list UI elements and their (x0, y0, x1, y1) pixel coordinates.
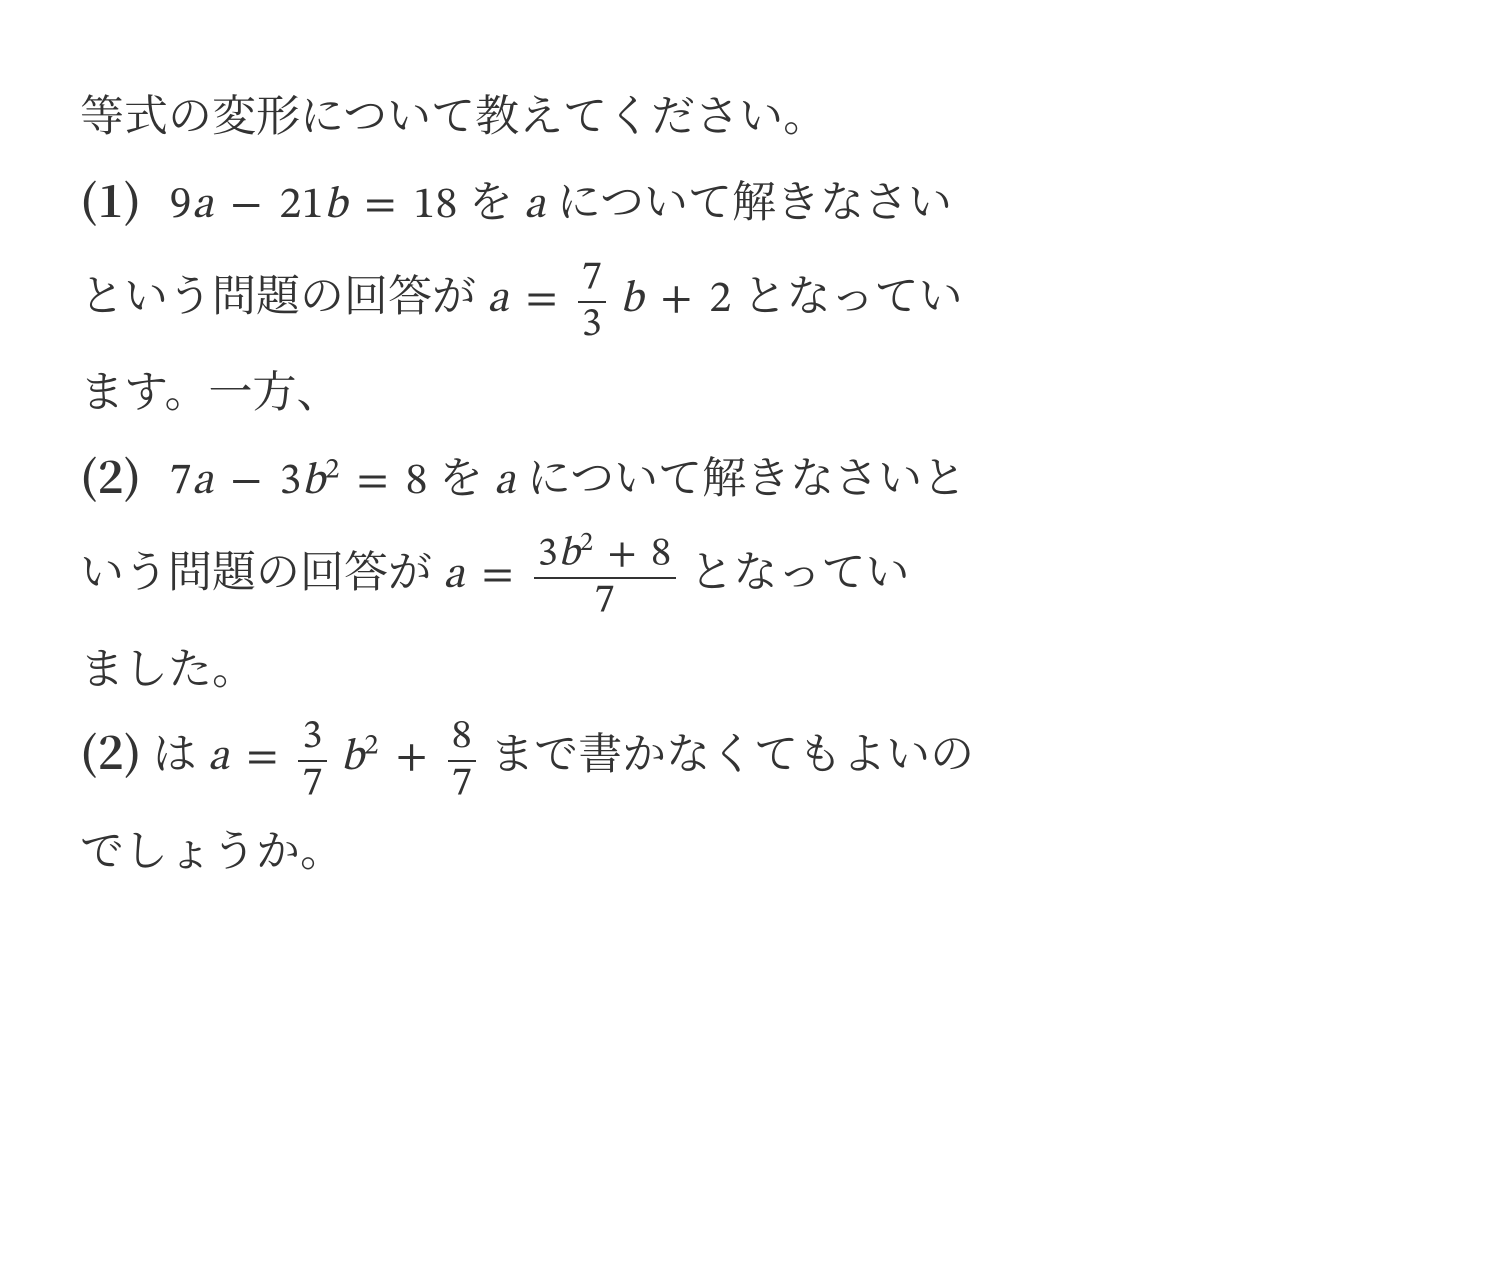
eq5-plus: + (390, 736, 434, 780)
frac-num: 7 (578, 257, 607, 301)
equation-5: a = 3 7 b2 + 8 7 (208, 736, 490, 780)
eq1-21: 21 (279, 184, 324, 228)
fn-8: 8 (651, 534, 672, 575)
text-line-8: (2) は a = 3 7 b2 + 8 7 まで書かなくてもよいの (80, 708, 1430, 805)
equation-1: 9a − 21b = 18 (170, 184, 469, 228)
fn-b: b (558, 534, 580, 575)
eq1-9: 9 (170, 184, 192, 228)
text: について解きなさいと (527, 442, 966, 506)
text-line-1: 等式の変形について教えてください。 (80, 70, 1430, 156)
text: という問題の回答が (80, 260, 487, 324)
text-line-6: いう問題の回答が a = 3b2 + 8 7 となってい (80, 526, 1430, 623)
item-label-2: (2) (80, 442, 141, 506)
eq1-minus: − (224, 184, 268, 228)
document-page: 等式の変形について教えてください。 (1) 9a − 21b = 18 を a … (0, 0, 1500, 951)
eq5-sup2: 2 (364, 732, 379, 761)
text: は (153, 718, 208, 782)
eq1-b: b (324, 184, 347, 228)
var-a-2: a (494, 460, 516, 504)
eq2-a: a (487, 278, 509, 322)
fraction-3-7: 3 7 (295, 716, 330, 805)
eq3-a: a (192, 460, 214, 504)
equation-3: 7a − 3b2 = 8 (170, 460, 439, 504)
frac-num: 8 (448, 716, 477, 760)
text-line-2: (1) 9a − 21b = 18 を a について解きなさい (80, 156, 1430, 250)
fraction-8-7: 8 7 (445, 716, 480, 805)
eq3-eq: = (351, 460, 395, 504)
eq3-sup2: 2 (325, 455, 340, 484)
item-label-1: (1) (80, 166, 141, 230)
eq4-a: a (443, 554, 465, 598)
text: について解きなさい (557, 166, 952, 230)
text-line-7: ました。 (80, 623, 1430, 709)
eq5-a: a (208, 736, 230, 780)
text: を (469, 166, 524, 230)
frac-num: 3 (298, 716, 327, 760)
text: まで書かなくてもよいの (490, 718, 974, 782)
eq5-b: b (341, 736, 364, 780)
eq3-3: 3 (279, 460, 301, 504)
frac-den: 3 (578, 301, 607, 347)
eq1-eq: = (358, 184, 402, 228)
eq2-b: b (620, 278, 643, 322)
eq3-minus: − (224, 460, 268, 504)
text: いう問題の回答が (80, 536, 443, 600)
fraction-7-3: 7 3 (575, 257, 610, 346)
text-line-5: (2) 7a − 3b2 = 8 を a について解きなさいと (80, 432, 1430, 526)
frac-den: 7 (298, 760, 327, 806)
text: となってい (743, 260, 963, 324)
eq1-18: 18 (413, 184, 458, 228)
eq4-eq: = (476, 554, 520, 598)
eq3-8: 8 (406, 460, 428, 504)
frac-den: 7 (534, 577, 676, 623)
equation-2: a = 7 3 b + 2 (487, 278, 742, 322)
frac-den: 7 (448, 760, 477, 806)
item-label-2b: (2) (80, 718, 141, 782)
equation-4: a = 3b2 + 8 7 (443, 554, 689, 598)
text-line-9: でしょうか。 (80, 805, 1430, 891)
fn-3: 3 (538, 534, 559, 575)
text-line-4: ます。一方、 (80, 346, 1430, 432)
fn-sup2: 2 (580, 531, 594, 557)
text: を (439, 442, 494, 506)
eq2-2: 2 (710, 278, 732, 322)
eq2-eq: = (520, 278, 564, 322)
eq3-7: 7 (170, 460, 192, 504)
var-a-1: a (524, 184, 546, 228)
fn-plus: + (603, 534, 641, 575)
text-line-3: という問題の回答が a = 7 3 b + 2 となってい (80, 250, 1430, 347)
eq3-b: b (302, 460, 325, 504)
fraction-3b2-8-7: 3b2 + 8 7 (531, 531, 679, 622)
eq1-a: a (192, 184, 214, 228)
text: となってい (690, 536, 910, 600)
eq2-plus: + (654, 278, 698, 322)
eq5-eq: = (240, 736, 284, 780)
frac-num: 3b2 + 8 (534, 531, 676, 577)
